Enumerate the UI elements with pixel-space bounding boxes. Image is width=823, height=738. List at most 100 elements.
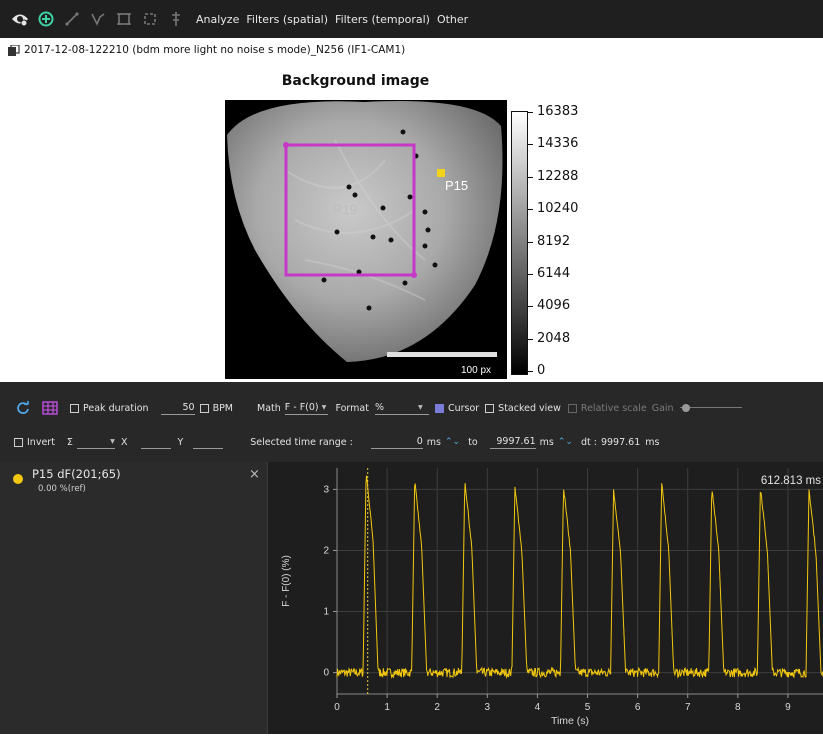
colorbar-tick-label: 6144 bbox=[537, 265, 571, 281]
time-to-input[interactable]: 9997.61 bbox=[489, 435, 536, 449]
format-select[interactable]: % ▾ bbox=[374, 401, 429, 415]
view-icon[interactable] bbox=[10, 9, 30, 29]
colorbar-tick bbox=[528, 241, 533, 243]
file-title-bar: 2017-12-08-122210 (bdm more light no noi… bbox=[0, 38, 823, 62]
x-tick-label: 5 bbox=[585, 702, 591, 713]
polygon-tool-icon[interactable] bbox=[140, 9, 160, 29]
to-label: to bbox=[468, 436, 478, 448]
trace-chart[interactable]: 0 1 2 3 4 5 6 7 8 9 0 1 2 3 Time (s) F - F(0) (%) 612.81… bbox=[268, 462, 823, 734]
colorbar-tick-label: 0 bbox=[537, 363, 546, 378]
x-tick-label: 1 bbox=[384, 702, 390, 713]
time-to-value: 9997.61 bbox=[496, 435, 536, 447]
stacked-view-label: Stacked view bbox=[498, 402, 561, 414]
math-value: F - F(0) bbox=[284, 401, 319, 413]
cursor-label: 612.813 ms bbox=[761, 475, 821, 487]
menu-analyze[interactable]: Analyze bbox=[196, 12, 240, 26]
background-image[interactable]: R19 P15 100 px bbox=[225, 100, 507, 379]
scale-bar bbox=[387, 352, 497, 357]
close-icon[interactable]: × bbox=[249, 467, 260, 482]
colorbar-tick-label: 4096 bbox=[537, 298, 571, 314]
y-tick-label: 2 bbox=[323, 545, 329, 556]
peak-duration-value: 50 bbox=[182, 401, 195, 413]
relative-scale-label: Relative scale bbox=[580, 402, 647, 414]
chevron-down-icon: ▾ bbox=[110, 435, 115, 447]
colorbar-tick-label: 16383 bbox=[537, 104, 579, 119]
colorbar-tick-label: 10240 bbox=[537, 201, 579, 217]
trace-plot[interactable]: 0 1 2 3 4 5 6 7 8 9 0 1 2 3 Time (s) F - F(0) (%) 612.81… bbox=[268, 462, 823, 734]
point-marker[interactable] bbox=[437, 169, 445, 177]
grid-icon[interactable] bbox=[42, 401, 58, 415]
dt-label: dt : bbox=[580, 436, 597, 448]
math-select[interactable]: F - F(0) ▾ bbox=[284, 401, 329, 415]
bpm-label: BPM bbox=[212, 402, 234, 414]
x-tick-label: 7 bbox=[685, 702, 691, 713]
format-value: % bbox=[374, 401, 384, 413]
controls-row-1: Peak duration 50 BPM Math F - F(0) ▾ For… bbox=[0, 398, 823, 418]
polyline-tool-icon[interactable] bbox=[88, 9, 108, 29]
trace-item[interactable]: P15 dF(201;65) 0.00 %(ref) × bbox=[0, 462, 267, 502]
time-from-spinner[interactable]: ⌃⌄ bbox=[445, 437, 461, 447]
chevron-down-icon: ▾ bbox=[417, 401, 423, 413]
x-label: X bbox=[120, 436, 128, 448]
sigma-label: Σ bbox=[66, 436, 73, 448]
y-axis-label: F - F(0) (%) bbox=[281, 555, 292, 607]
marker-dots bbox=[321, 129, 438, 311]
invert-checkbox[interactable] bbox=[14, 437, 23, 447]
pin-tool-icon[interactable] bbox=[166, 9, 186, 29]
x-tick-label: 3 bbox=[485, 702, 491, 713]
peak-duration-checkbox[interactable] bbox=[70, 403, 79, 413]
line-tool-icon[interactable] bbox=[62, 9, 82, 29]
colorbar-tick bbox=[528, 209, 533, 211]
file-icon bbox=[8, 44, 20, 56]
rectangle-tool-icon[interactable] bbox=[114, 9, 134, 29]
colorbar bbox=[511, 111, 528, 375]
x-tick-label: 2 bbox=[434, 702, 440, 713]
bpm-checkbox[interactable] bbox=[199, 403, 209, 413]
invert-label: Invert bbox=[27, 436, 55, 448]
background-image-title: Background image bbox=[281, 73, 430, 89]
colorbar-tick bbox=[528, 371, 533, 372]
trace-sub: 0.00 %(ref) bbox=[38, 484, 86, 494]
format-label: Format bbox=[335, 402, 369, 414]
trace-name: P15 dF(201;65) bbox=[32, 467, 121, 481]
refresh-icon[interactable] bbox=[16, 401, 30, 415]
menu-other[interactable]: Other bbox=[436, 12, 469, 26]
add-point-icon[interactable] bbox=[36, 9, 56, 29]
time-to-spinner[interactable]: ⌃⌄ bbox=[557, 437, 573, 447]
menu-filters-spatial[interactable]: Filters (spatial) bbox=[246, 12, 329, 26]
dt-value: 9997.61 bbox=[600, 436, 641, 448]
cursor-checkbox[interactable] bbox=[434, 403, 444, 413]
chevron-down-icon: ▾ bbox=[321, 401, 327, 413]
dt-unit: ms bbox=[645, 436, 660, 448]
relative-scale-checkbox[interactable] bbox=[567, 403, 577, 413]
colorbar-tick-label: 14336 bbox=[537, 136, 579, 152]
time-from-unit: ms bbox=[426, 436, 442, 448]
menu-filters-temporal[interactable]: Filters (temporal) bbox=[335, 12, 430, 26]
roi-rectangle[interactable] bbox=[284, 143, 416, 277]
x-tick-label: 6 bbox=[635, 702, 641, 713]
scale-label: 100 px bbox=[461, 365, 491, 376]
sigma-select[interactable]: ▾ bbox=[76, 435, 115, 449]
colorbar-tick bbox=[528, 112, 533, 113]
stacked-view-checkbox[interactable] bbox=[485, 403, 495, 413]
math-label: Math bbox=[257, 402, 281, 414]
x-tick-label: 4 bbox=[535, 702, 541, 713]
x-tick-label: 8 bbox=[735, 702, 741, 713]
x-input[interactable] bbox=[141, 436, 172, 449]
y-label: Y bbox=[177, 436, 184, 448]
y-tick-label: 1 bbox=[323, 607, 329, 618]
point-label: P15 bbox=[445, 178, 468, 193]
colorbar-tick bbox=[528, 176, 533, 178]
controls-row-2: Invert Σ ▾ X Y Selected time range : 0 m… bbox=[0, 432, 823, 452]
peak-duration-input[interactable]: 50 bbox=[160, 401, 195, 415]
colorbar-tick bbox=[528, 306, 533, 308]
gain-slider[interactable] bbox=[679, 403, 742, 413]
peak-duration-label: Peak duration bbox=[83, 402, 149, 414]
colorbar-tick bbox=[528, 338, 533, 340]
time-from-input[interactable]: 0 bbox=[370, 435, 423, 449]
y-input[interactable] bbox=[193, 436, 224, 449]
pane-divider[interactable] bbox=[267, 462, 268, 734]
cursor-label: Cursor bbox=[447, 402, 480, 414]
colorbar-tick-label: 8192 bbox=[537, 233, 571, 249]
time-from-value: 0 bbox=[416, 435, 423, 447]
